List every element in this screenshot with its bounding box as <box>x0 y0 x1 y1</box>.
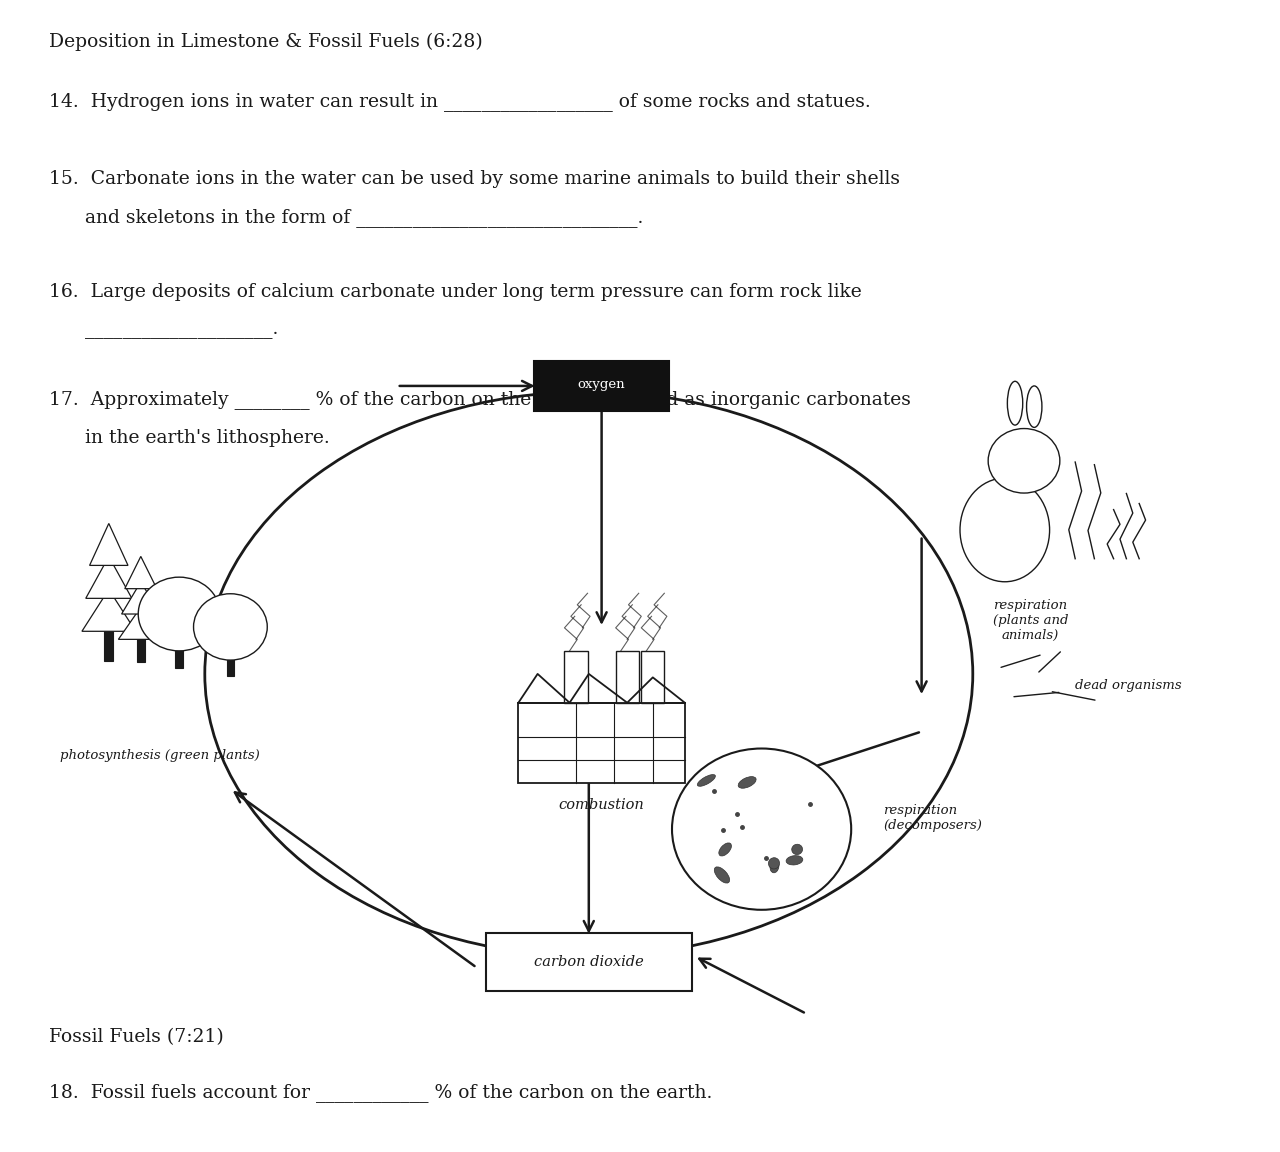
Polygon shape <box>119 607 164 639</box>
Text: 17.  Approximately ________ % of the carbon on the planet is found as inorganic : 17. Approximately ________ % of the carb… <box>49 391 910 409</box>
Text: respiration
(plants and
animals): respiration (plants and animals) <box>993 599 1068 642</box>
Ellipse shape <box>960 478 1050 582</box>
Polygon shape <box>90 523 128 566</box>
Text: ____________________.: ____________________. <box>49 321 278 340</box>
Bar <box>175 628 183 668</box>
Circle shape <box>138 577 220 651</box>
Ellipse shape <box>739 776 756 788</box>
Ellipse shape <box>714 866 730 884</box>
Polygon shape <box>86 556 132 598</box>
Circle shape <box>672 749 851 910</box>
Bar <box>104 616 114 661</box>
Ellipse shape <box>1007 381 1023 425</box>
Text: 16.  Large deposits of calcium carbonate under long term pressure can form rock : 16. Large deposits of calcium carbonate … <box>49 283 861 302</box>
Ellipse shape <box>786 856 803 865</box>
Text: combustion: combustion <box>559 798 644 812</box>
Bar <box>564 651 588 703</box>
Ellipse shape <box>768 858 780 869</box>
Bar <box>518 703 685 783</box>
Bar <box>227 639 234 675</box>
Circle shape <box>988 429 1060 493</box>
Bar <box>616 651 639 703</box>
Polygon shape <box>122 582 160 614</box>
Text: Fossil Fuels (7:21): Fossil Fuels (7:21) <box>49 1028 224 1046</box>
Polygon shape <box>125 556 157 589</box>
Text: photosynthesis (green plants): photosynthesis (green plants) <box>60 749 260 761</box>
Text: carbon dioxide: carbon dioxide <box>534 955 644 969</box>
Ellipse shape <box>792 844 803 855</box>
Text: respiration
(decomposers): respiration (decomposers) <box>883 804 982 832</box>
Bar <box>137 628 145 662</box>
Text: oxygen: oxygen <box>577 378 626 392</box>
Text: 14.  Hydrogen ions in water can result in __________________ of some rocks and s: 14. Hydrogen ions in water can result in… <box>49 92 870 111</box>
Ellipse shape <box>698 774 716 787</box>
Text: 15.  Carbonate ions in the water can be used by some marine animals to build the: 15. Carbonate ions in the water can be u… <box>49 170 900 189</box>
Ellipse shape <box>1027 386 1042 427</box>
Text: Deposition in Limestone & Fossil Fuels (6:28): Deposition in Limestone & Fossil Fuels (… <box>49 32 483 51</box>
Polygon shape <box>82 590 136 631</box>
Text: in the earth's lithosphere.: in the earth's lithosphere. <box>49 429 329 447</box>
Ellipse shape <box>771 861 780 873</box>
Text: 18.  Fossil fuels account for ____________ % of the carbon on the earth.: 18. Fossil fuels account for ___________… <box>49 1083 712 1101</box>
Circle shape <box>193 593 268 660</box>
Bar <box>641 651 664 703</box>
FancyBboxPatch shape <box>534 361 669 411</box>
FancyBboxPatch shape <box>486 933 691 991</box>
Text: and skeletons in the form of ______________________________.: and skeletons in the form of ___________… <box>49 209 643 227</box>
Text: dead organisms: dead organisms <box>1075 679 1181 692</box>
Ellipse shape <box>719 843 731 856</box>
